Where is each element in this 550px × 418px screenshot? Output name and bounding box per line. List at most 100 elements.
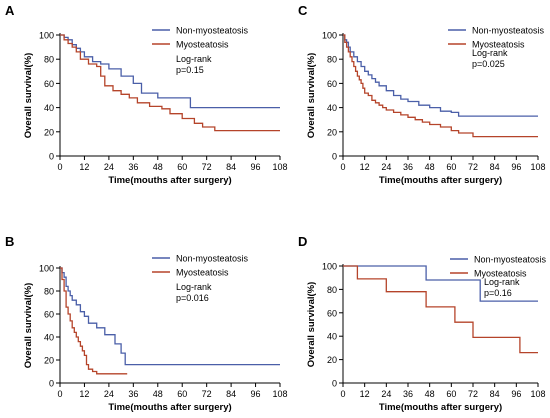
y-tick-label: 60 (44, 310, 54, 320)
x-tick-label: 12 (79, 389, 89, 399)
y-axis-label: Overall survival(%) (306, 282, 317, 368)
p-value: p=0.016 (176, 293, 209, 303)
x-tick-label: 84 (226, 389, 236, 399)
x-tick-label: 0 (57, 389, 62, 399)
logrank-label: Log-rank (484, 277, 520, 287)
x-tick-label: 96 (511, 162, 521, 172)
legend-label: Myosteatosis (474, 269, 527, 279)
y-axis-label: Overall survival(%) (306, 53, 317, 139)
y-tick-label: 80 (327, 285, 337, 295)
y-tick-label: 100 (322, 262, 337, 272)
x-tick-label: 24 (381, 162, 391, 172)
x-axis-label: Time(mouths after surgery) (379, 175, 502, 186)
x-axis-label: Time(mouths after surgery) (108, 175, 231, 186)
x-tick-label: 96 (511, 389, 521, 399)
y-tick-label: 0 (49, 152, 54, 162)
x-tick-label: 72 (468, 162, 478, 172)
x-tick-label: 48 (425, 162, 435, 172)
x-tick-label: 96 (251, 162, 261, 172)
series-line-myosteatosis (343, 265, 538, 354)
x-tick-label: 0 (340, 162, 345, 172)
x-tick-label: 60 (177, 162, 187, 172)
y-tick-label: 20 (327, 127, 337, 137)
p-value: p=0.16 (484, 288, 512, 298)
series-line-non-myosteatosis (60, 34, 280, 109)
x-tick-label: 72 (202, 389, 212, 399)
x-tick-label: 84 (226, 162, 236, 172)
y-tick-label: 40 (327, 332, 337, 342)
y-tick-label: 100 (39, 31, 54, 41)
x-tick-label: 12 (360, 162, 370, 172)
x-tick-label: 36 (128, 389, 138, 399)
x-tick-label: 36 (128, 162, 138, 172)
x-tick-label: 12 (79, 162, 89, 172)
panel-d: D 0 20 40 60 80 100 0 12 24 36 48 60 72 84 96 108 Time(mo… (298, 234, 547, 413)
x-tick-label: 0 (57, 162, 62, 172)
series-line-myosteatosis (60, 267, 128, 375)
x-tick-label: 0 (340, 389, 345, 399)
y-tick-label: 0 (332, 379, 337, 389)
logrank-label: Log-rank (176, 282, 212, 292)
x-tick-label: 84 (490, 389, 500, 399)
panel-label: B (5, 234, 14, 249)
x-tick-label: 24 (104, 162, 114, 172)
y-axis-label: Overall survival(%) (23, 53, 34, 139)
panel-a: A 0 20 40 60 80 100 0 12 24 36 48 60 72 84 96 108 Time(mo… (5, 3, 288, 186)
x-tick-label: 108 (530, 389, 545, 399)
legend-label: Non-myosteatosis (176, 254, 249, 264)
x-tick-label: 84 (490, 162, 500, 172)
y-tick-label: 100 (322, 31, 337, 41)
panel-label: A (5, 3, 15, 18)
legend-label: Myosteatosis (472, 40, 525, 50)
x-tick-label: 36 (403, 389, 413, 399)
x-tick-label: 108 (530, 162, 545, 172)
x-tick-label: 24 (104, 389, 114, 399)
panel-c: C 0 20 40 60 80 100 0 12 24 36 48 60 72 84 96 108 Time(mo… (298, 3, 546, 186)
x-tick-label: 48 (153, 389, 163, 399)
legend-label: Non-myosteatosis (474, 255, 547, 265)
p-value: p=0.15 (176, 65, 204, 75)
series-line-non-myosteatosis (343, 265, 538, 302)
y-tick-label: 40 (44, 103, 54, 113)
x-tick-label: 24 (381, 389, 391, 399)
y-tick-label: 0 (49, 379, 54, 389)
y-tick-label: 80 (327, 55, 337, 65)
y-tick-label: 40 (327, 103, 337, 113)
y-tick-label: 80 (44, 287, 54, 297)
x-tick-label: 60 (446, 389, 456, 399)
y-tick-label: 40 (44, 333, 54, 343)
x-tick-label: 60 (177, 389, 187, 399)
panel-b: B 0 20 40 60 80 100 0 12 24 36 48 60 72 84 96 108 Time(mo… (5, 234, 288, 413)
x-tick-label: 108 (272, 389, 287, 399)
legend-label: Non-myosteatosis (472, 26, 545, 36)
y-tick-label: 60 (44, 79, 54, 89)
y-axis-label: Overall survival(%) (23, 283, 34, 369)
y-tick-label: 0 (332, 152, 337, 162)
x-tick-label: 60 (446, 162, 456, 172)
legend-label: Myosteatosis (176, 268, 229, 278)
x-tick-label: 72 (468, 389, 478, 399)
y-tick-label: 60 (327, 308, 337, 318)
series-line-myosteatosis (343, 34, 538, 138)
series-line-myosteatosis (60, 34, 280, 132)
series-line-non-myosteatosis (343, 34, 538, 117)
x-tick-label: 48 (425, 389, 435, 399)
series-line-non-myosteatosis (60, 267, 280, 366)
y-tick-label: 20 (44, 356, 54, 366)
x-tick-label: 12 (360, 389, 370, 399)
panel-label: D (298, 234, 307, 249)
y-tick-label: 80 (44, 55, 54, 65)
y-tick-label: 100 (39, 264, 54, 274)
panel-label: C (298, 3, 308, 18)
x-axis-label: Time(mouths after surgery) (108, 402, 231, 413)
x-tick-label: 108 (272, 162, 287, 172)
y-tick-label: 20 (327, 355, 337, 365)
x-tick-label: 96 (251, 389, 261, 399)
legend-label: Myosteatosis (176, 40, 229, 50)
x-tick-label: 48 (153, 162, 163, 172)
logrank-label: Log-rank (176, 54, 212, 64)
p-value: p=0.025 (472, 59, 505, 69)
y-tick-label: 20 (44, 127, 54, 137)
x-tick-label: 72 (202, 162, 212, 172)
